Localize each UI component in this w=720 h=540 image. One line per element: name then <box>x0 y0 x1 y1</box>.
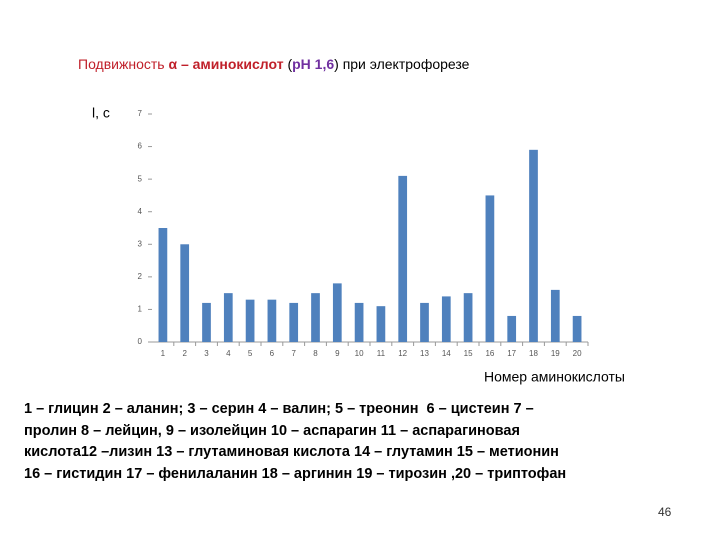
x-tick-label: 1 <box>161 349 166 358</box>
title-part: pH 1,6 <box>292 56 335 72</box>
bar <box>202 302 211 342</box>
legend-text: 1 – глицин 2 – аланин; 3 – серин 4 – вал… <box>24 399 566 485</box>
x-tick-label: 6 <box>270 349 275 358</box>
bar <box>158 228 168 342</box>
legend-line: 16 – гистидин 17 – фенилаланин 18 – арги… <box>24 465 567 482</box>
y-tick-label: 5 <box>138 174 143 183</box>
bar <box>441 296 451 342</box>
bar <box>376 306 386 342</box>
x-tick-label: 16 <box>485 349 494 358</box>
title-part: ( <box>283 56 293 72</box>
chart-title: Подвижность α – аминокислот (pH 1,6) при… <box>78 56 469 72</box>
x-tick-label: 11 <box>377 349 386 358</box>
x-tick-label: 4 <box>226 349 231 358</box>
bar <box>572 315 582 342</box>
x-tick-label: 20 <box>573 349 582 358</box>
bar <box>180 244 190 342</box>
x-tick-label: 13 <box>420 349 429 358</box>
y-tick-label: 0 <box>138 337 143 346</box>
x-tick-label: 10 <box>355 349 364 358</box>
y-tick-label: 3 <box>138 239 143 248</box>
bar <box>398 175 408 342</box>
x-tick-label: 19 <box>551 349 560 358</box>
legend-line: пролин 8 – лейцин, 9 – изолейцин 10 – ас… <box>24 422 520 439</box>
bar <box>507 315 517 342</box>
y-tick-label: 7 <box>138 109 143 118</box>
y-tick-label: 2 <box>138 272 143 281</box>
y-tick-label: 6 <box>138 142 143 151</box>
legend-line: 1 – глицин 2 – аланин; 3 – серин 4 – вал… <box>24 401 534 417</box>
x-tick-label: 5 <box>248 349 253 358</box>
bar <box>485 195 495 342</box>
x-tick-label: 15 <box>464 349 473 358</box>
bar <box>311 293 320 342</box>
bar <box>550 289 560 342</box>
x-tick-label: 17 <box>507 349 516 358</box>
legend-line: кислота12 –лизин 13 – глутаминовая кисло… <box>24 444 559 460</box>
bar <box>267 299 277 342</box>
bar <box>463 293 473 342</box>
title-part: Подвижность <box>78 56 169 72</box>
x-tick-label: 2 <box>182 349 187 358</box>
bar <box>420 302 429 342</box>
x-tick-label: 12 <box>398 349 407 358</box>
y-tick-label: 4 <box>138 207 143 216</box>
bar <box>332 283 342 342</box>
bar <box>289 302 299 342</box>
bar <box>245 299 255 342</box>
bar <box>529 149 538 342</box>
y-axis-label: l, c <box>92 105 110 121</box>
page-number: 46 <box>658 505 672 519</box>
x-tick-label: 14 <box>442 349 451 358</box>
bar <box>223 293 233 342</box>
x-axis-label: Номер аминокислоты <box>484 369 625 385</box>
bar <box>354 302 364 342</box>
x-tick-label: 9 <box>335 349 340 358</box>
title-part: α – аминокислот <box>168 56 284 72</box>
x-tick-label: 18 <box>529 349 538 358</box>
y-tick-label: 1 <box>138 305 143 314</box>
x-tick-label: 3 <box>204 349 209 358</box>
x-tick-label: 7 <box>291 349 296 358</box>
title-part: ) при электрофорезе <box>334 56 470 72</box>
x-tick-label: 8 <box>313 349 318 358</box>
